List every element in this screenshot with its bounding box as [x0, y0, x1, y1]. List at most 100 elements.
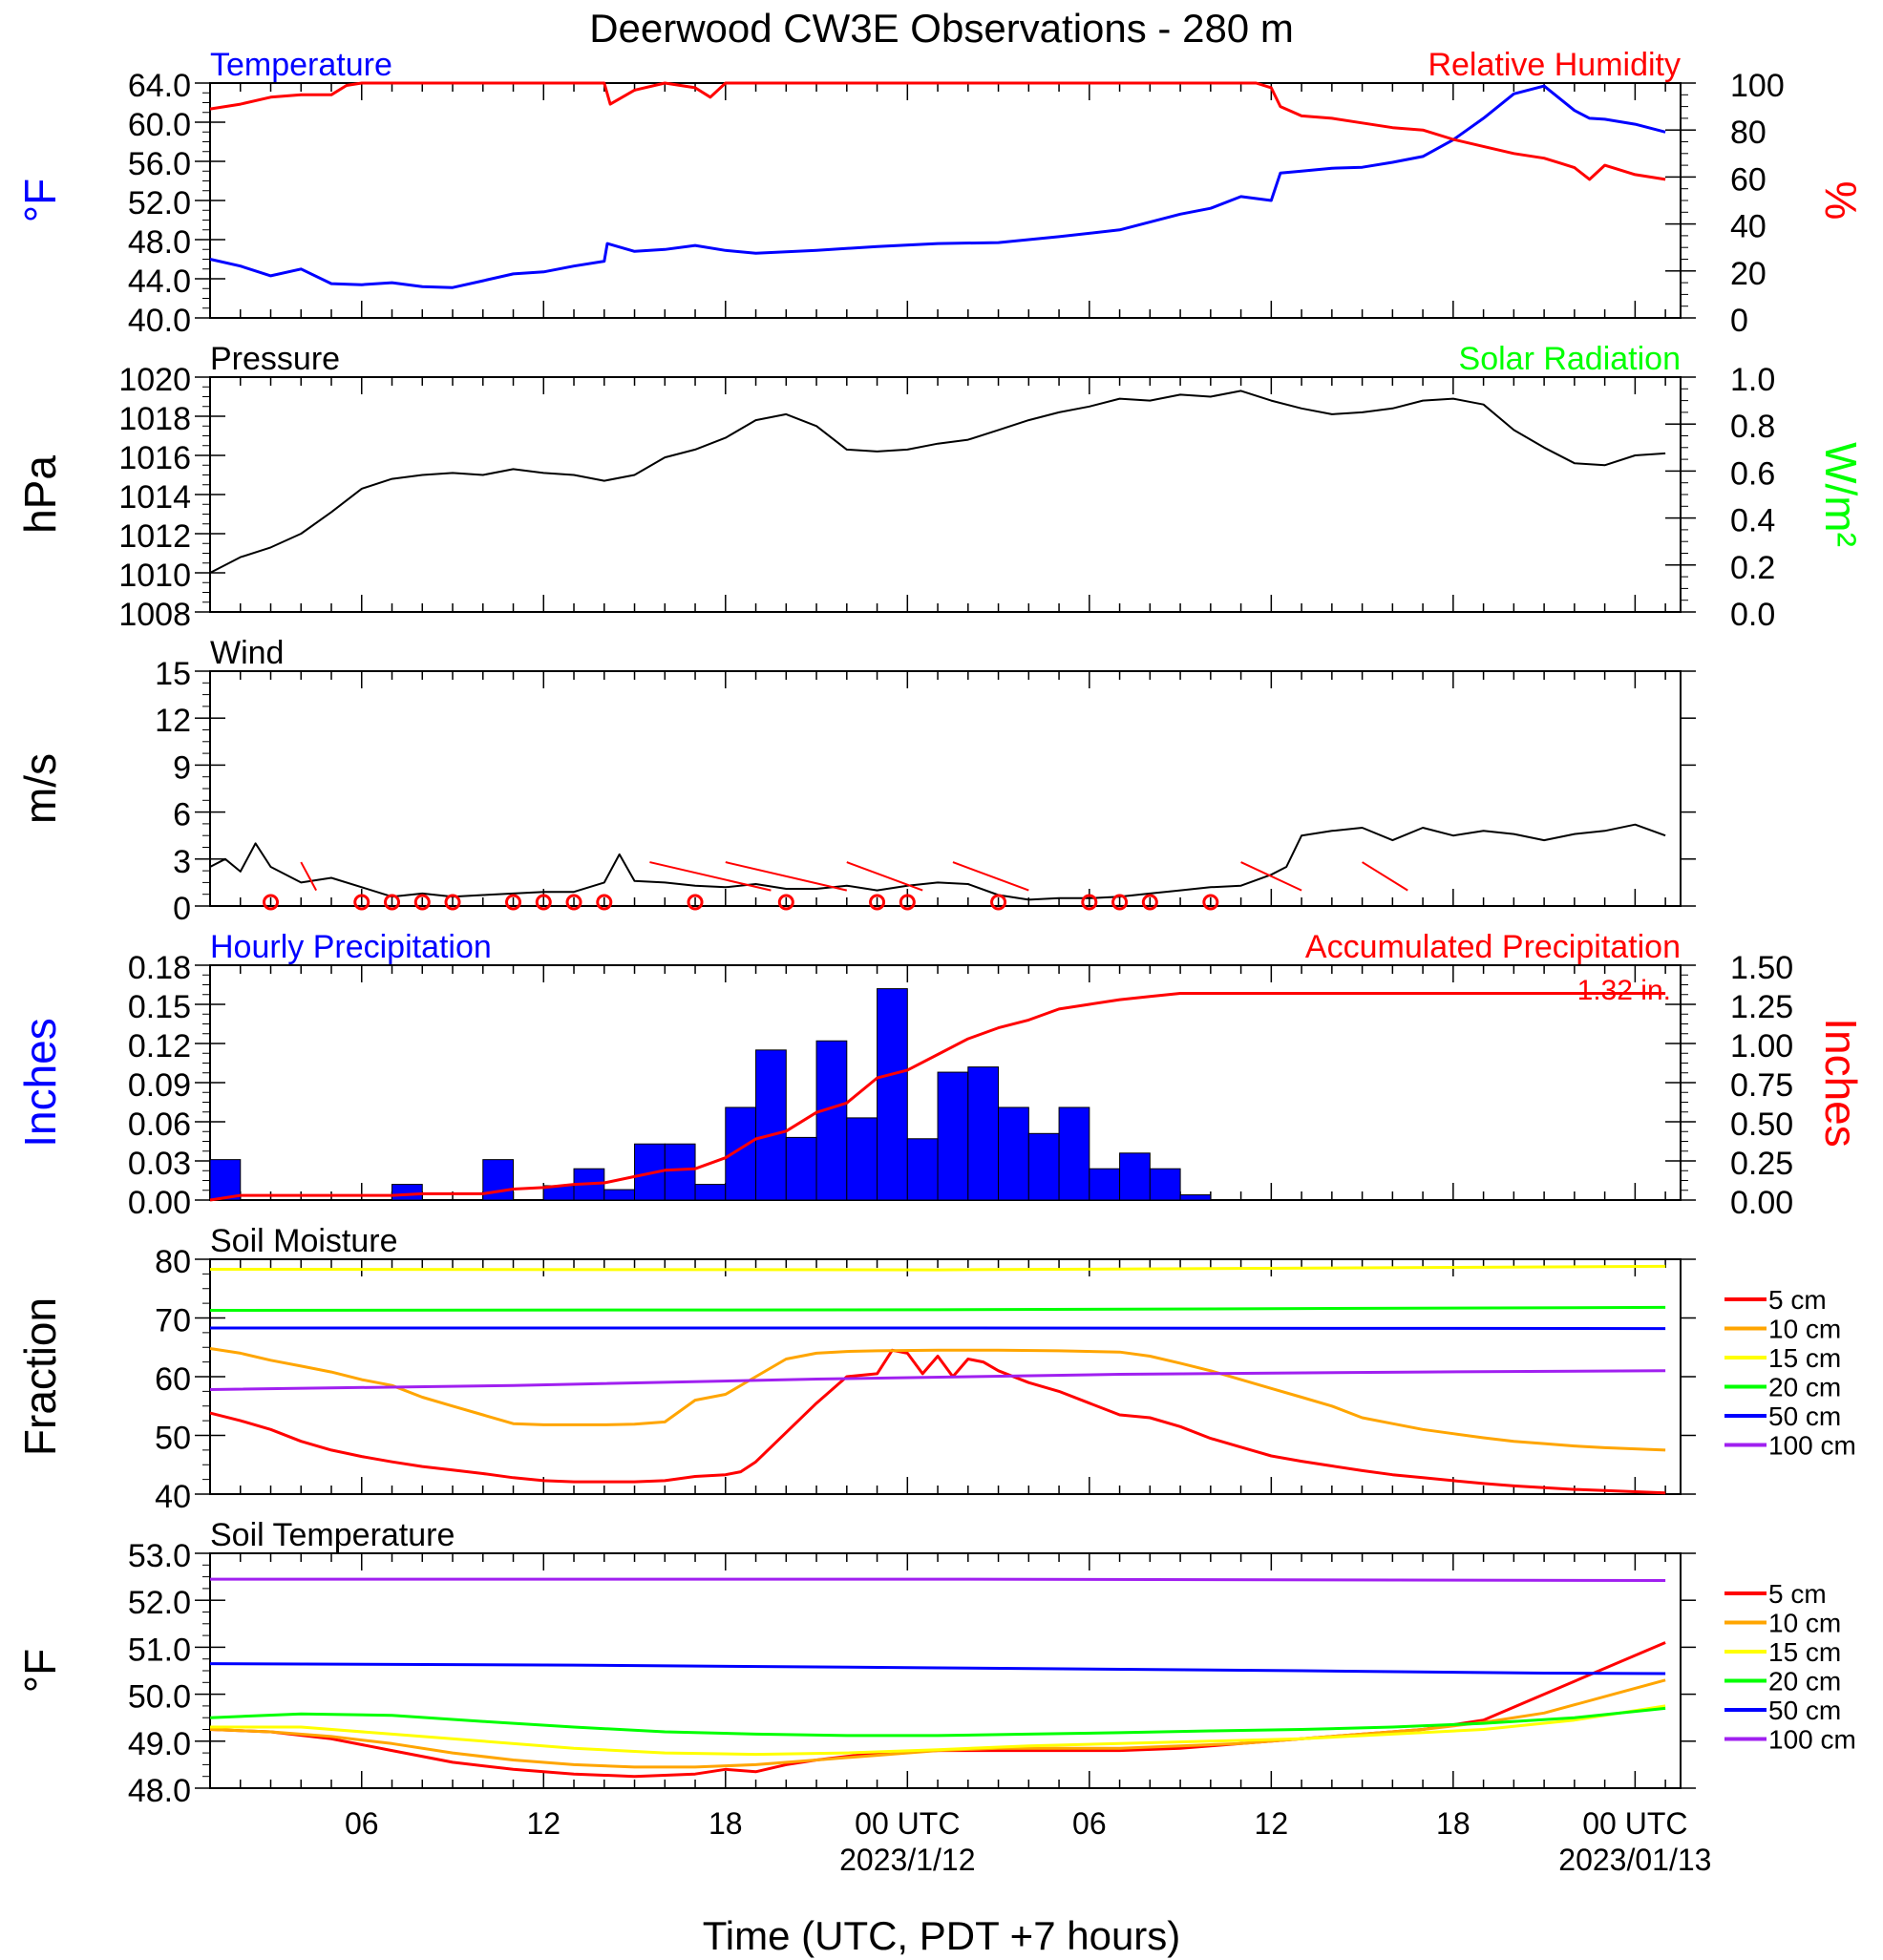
y2-tick-label: 0.0 [1730, 597, 1775, 633]
panel-right-title: Accumulated Precipitation [1305, 929, 1681, 965]
wind-calm-marker [596, 894, 613, 911]
wind-calm-marker [263, 894, 280, 911]
y-tick-label: 53.0 [128, 1538, 191, 1574]
y-tick-label: 60 [155, 1361, 191, 1398]
series-temperature-line [209, 84, 1666, 289]
y-tick-label: 1016 [118, 440, 191, 476]
legend-label: 20 cm [1768, 1667, 1841, 1697]
y-tick-label: 0.06 [128, 1106, 191, 1143]
wind-calm-marker [505, 894, 522, 911]
precip-bar [1149, 1168, 1181, 1201]
panel-right-title: Solar Radiation [1459, 341, 1681, 377]
panel-right-title: Relative Humidity [1428, 47, 1681, 83]
wind-calm-marker [1141, 894, 1158, 911]
legend-label: 5 cm [1768, 1285, 1827, 1315]
x-axis-label: Time (UTC, PDT +7 hours) [703, 1913, 1181, 1958]
y-axis-unit: Inches [15, 1018, 65, 1148]
y2-tick-label: 0.8 [1730, 409, 1775, 445]
y2-tick-label: 0.6 [1730, 455, 1775, 492]
precip-bar [967, 1066, 1000, 1201]
chart-title: Deerwood CW3E Observations - 280 m [589, 6, 1294, 51]
y-tick-label: 49.0 [128, 1726, 191, 1762]
wind-calm-marker [353, 894, 370, 911]
precip-bar [815, 1040, 848, 1201]
precip-bar [998, 1106, 1029, 1201]
series-d100-line [209, 1369, 1666, 1391]
x-tick-label: 06 [1072, 1806, 1107, 1841]
y-tick-label: 0.00 [128, 1185, 191, 1221]
y2-tick-label: 20 [1730, 256, 1767, 292]
series-d50-line [209, 1662, 1666, 1675]
precip-bar [755, 1049, 787, 1201]
y-tick-label: 6 [173, 797, 191, 833]
series-d20-line [209, 1706, 1666, 1738]
x-tick-label: 18 [1436, 1806, 1470, 1841]
panel-left-title: Wind [210, 635, 284, 671]
y-axis-unit: °F [15, 179, 65, 223]
y2-tick-label: 0.75 [1730, 1067, 1793, 1104]
wind-barb [649, 861, 772, 892]
y2-tick-label: 1.25 [1730, 989, 1793, 1025]
y-axis-unit: m/s [15, 753, 65, 824]
precip-bar [664, 1143, 696, 1201]
wind-barb [1240, 861, 1302, 892]
x-tick-date-label: 2023/01/13 [1558, 1843, 1711, 1877]
y2-tick-label: 80 [1730, 115, 1767, 151]
panel-left-title: Soil Moisture [210, 1223, 398, 1259]
y-tick-label: 0.12 [128, 1028, 191, 1064]
y-tick-label: 50.0 [128, 1679, 191, 1716]
wind-calm-marker [869, 894, 886, 911]
y2-tick-label: 1.00 [1730, 1028, 1793, 1064]
legend-label: 15 cm [1768, 1343, 1841, 1373]
y-tick-label: 40.0 [128, 303, 191, 339]
y-tick-label: 48.0 [128, 1773, 191, 1809]
y-tick-label: 0.18 [128, 950, 191, 986]
wind-calm-marker [1081, 894, 1098, 911]
y-tick-label: 70 [155, 1303, 191, 1339]
y2-tick-label: 0.2 [1730, 550, 1775, 586]
wind-calm-marker [777, 894, 794, 911]
accum-total-label: 1.32 in. [1577, 975, 1671, 1006]
y2-axis-unit: W/m² [1816, 442, 1866, 547]
panel-temperature_humidity: 40.044.048.052.056.060.064.0 0 20 40 60 80 100… [15, 47, 1866, 339]
y-tick-label: 80 [155, 1244, 191, 1280]
legend-label: 20 cm [1768, 1373, 1841, 1402]
series-humidity-line [209, 81, 1666, 181]
legend-label: 100 cm [1768, 1725, 1856, 1755]
y-tick-label: 1020 [118, 362, 191, 398]
y2-tick-label: 100 [1730, 68, 1785, 104]
x-tick-label: 00 UTC [1582, 1806, 1687, 1841]
panel-left-title: Pressure [210, 341, 340, 377]
precip-bar [694, 1184, 727, 1201]
series-d10-line [209, 1347, 1666, 1452]
y-axis-unit: °F [15, 1649, 65, 1694]
y2-tick-label: 1.0 [1730, 362, 1775, 398]
panel-left-title: Soil Temperature [210, 1517, 455, 1553]
series-d15-line [210, 1704, 1666, 1757]
y-tick-label: 0 [173, 891, 191, 927]
panel-left-title: Temperature [210, 47, 392, 83]
y2-tick-label: 0 [1730, 303, 1748, 339]
y-tick-label: 44.0 [128, 263, 191, 300]
y-tick-label: 0.09 [128, 1067, 191, 1104]
x-tick-label: 18 [709, 1806, 743, 1841]
wind-barb [300, 861, 318, 892]
legend-label: 10 cm [1768, 1315, 1841, 1344]
legend-label: 15 cm [1768, 1637, 1841, 1667]
y-axis-unit: Fraction [15, 1297, 65, 1456]
y-tick-label: 48.0 [128, 224, 191, 261]
y-axis-unit: hPa [15, 455, 65, 534]
precip-bar [209, 1159, 242, 1201]
series-d50-line [210, 1326, 1666, 1331]
precip-bar [391, 1184, 423, 1201]
panel-left-title: Hourly Precipitation [210, 929, 492, 965]
panel-wind: 0 3 6 9 12 15 Wind m/s [15, 635, 1696, 927]
series-d100-line [210, 1577, 1666, 1582]
series-d5-line [209, 1348, 1666, 1495]
y-tick-label: 3 [173, 844, 191, 880]
y2-tick-label: 0.25 [1730, 1146, 1793, 1182]
y-tick-label: 1012 [118, 518, 191, 555]
y-tick-label: 40 [155, 1479, 191, 1515]
